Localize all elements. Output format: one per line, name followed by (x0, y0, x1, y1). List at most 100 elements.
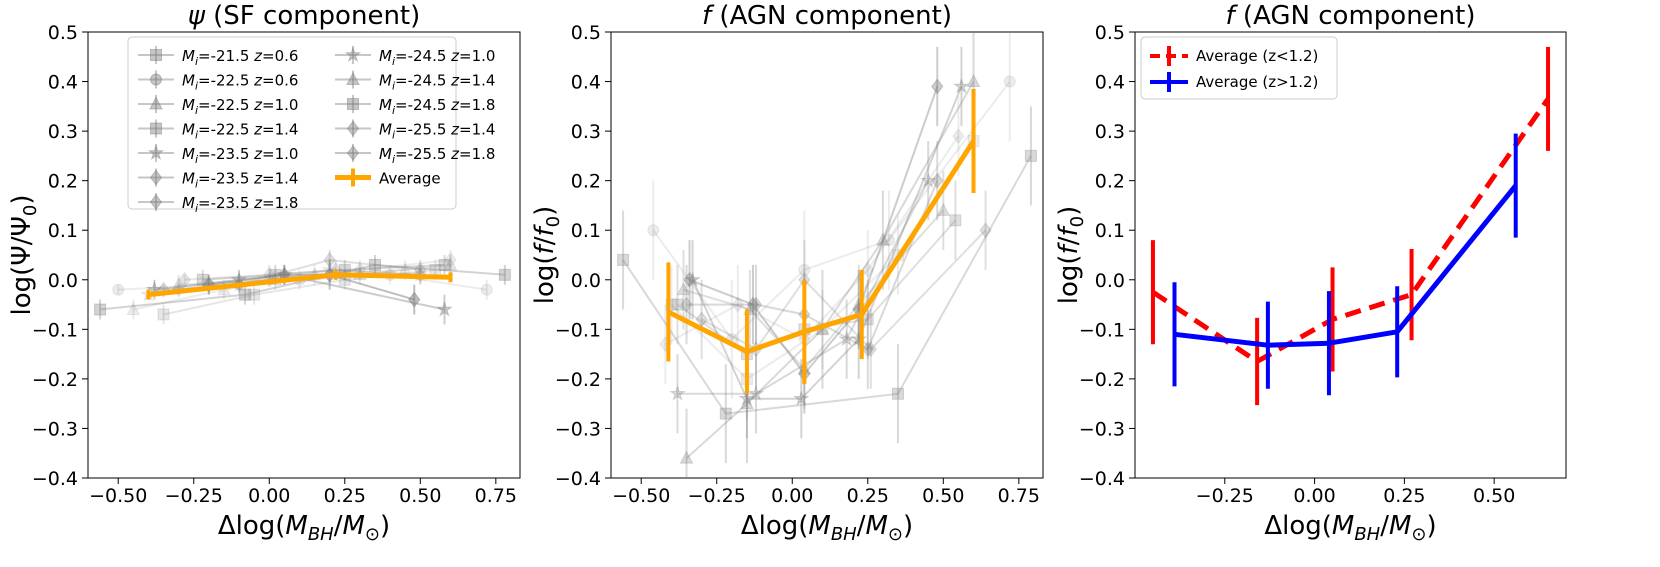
data-point (617, 253, 630, 266)
legend-mi-subscript: i (392, 129, 395, 142)
x-tick-label: −0.50 (89, 485, 147, 507)
legend-entry: Mi=-25.5 z=1.4 (335, 119, 495, 142)
legend-marker (346, 71, 360, 85)
data-point (850, 330, 868, 347)
legend-z-symbol: z (450, 47, 460, 65)
legend-z-symbol: z (253, 96, 263, 114)
data-point (683, 271, 696, 288)
legend-entry-label: Mi=-25.5 z=1.4 (379, 121, 495, 142)
series-line (685, 81, 975, 459)
chart-title: f (AGN component) (1226, 1, 1476, 31)
legend-mi-value: =-25.5 (395, 145, 451, 163)
legend-label: Average (z>1.2) (1196, 73, 1318, 91)
data-point (746, 296, 760, 313)
y-tick-label: −0.2 (1079, 369, 1125, 391)
legend-z-value: =1.4 (459, 121, 495, 139)
legend-mi-subscript: i (195, 153, 198, 166)
legend-entry: Mi=-25.5 z=1.8 (335, 144, 495, 166)
legend-entry-label: Mi=-22.5 z=0.6 (182, 72, 298, 93)
data-point (647, 224, 660, 237)
chart-title: ψ (SF component) (188, 1, 421, 31)
x-tick-label: 0.50 (922, 485, 964, 507)
legend-marker (149, 169, 163, 186)
data-point (936, 202, 951, 216)
y-tick-label: −0.2 (32, 369, 78, 391)
legend-z-symbol: z (450, 145, 460, 163)
legend-entry-label: Mi=-25.5 z=1.8 (379, 145, 495, 166)
data-point (684, 270, 701, 287)
legend-z-symbol: z (253, 145, 263, 163)
data-point (876, 232, 890, 246)
legend-z-value: =1.4 (262, 170, 298, 188)
data-point (882, 234, 895, 247)
legend-mi-symbol: M (182, 170, 195, 188)
y-tick-label: 0.2 (48, 171, 78, 193)
y-tick-label: 0.2 (571, 171, 601, 193)
legend-mi-symbol: M (182, 96, 195, 114)
legend-mi-symbol: M (379, 72, 392, 90)
legend-mi-subscript: i (195, 104, 198, 117)
data-point (368, 258, 381, 271)
ylabel-part: / (530, 236, 560, 245)
data-point (157, 308, 170, 321)
legend-mi-symbol: M (379, 145, 392, 163)
legend-entry-label: Mi=-24.5 z=1.4 (379, 72, 495, 93)
data-point (112, 283, 125, 296)
data-point (919, 171, 937, 188)
data-point (680, 296, 693, 313)
legend-mi-value: =-23.5 (198, 170, 254, 188)
ylabel-sub: 0 (1067, 216, 1088, 227)
legend-marker (346, 145, 360, 161)
ylabel-part: log( (1054, 254, 1084, 304)
x-tick-label: 0.75 (475, 485, 517, 507)
legend-z-value: =1.0 (459, 47, 495, 65)
legend-marker (344, 46, 362, 63)
data-point (731, 296, 745, 313)
series-mi-21-5-z-0-6 (617, 106, 1037, 464)
data-point (230, 271, 248, 287)
y-tick-label: −0.4 (555, 468, 601, 490)
series-average-z-1-2- (1150, 46, 1551, 406)
data-point (953, 77, 970, 94)
data-point (178, 271, 191, 288)
xlabel-part: M (285, 511, 307, 541)
chart-title-text: (AGN component) (711, 1, 952, 31)
data-point (792, 389, 810, 406)
series-mi-24-5-z-1-0 (684, 46, 970, 439)
data-point (671, 298, 684, 311)
legend-average-label: Average (379, 170, 441, 188)
x-tick-label: 0.00 (1293, 485, 1335, 507)
legend-mi-value: =-24.5 (395, 47, 451, 65)
x-axis-label: Δlog(MBH/M⊙) (1264, 511, 1436, 545)
legend-z-value: =1.8 (459, 96, 495, 114)
y-tick-label: 0.3 (1095, 121, 1125, 143)
x-tick-label: −0.25 (688, 485, 746, 507)
legend-mi-value: =-24.5 (395, 72, 451, 90)
y-tick-label: 0.4 (48, 72, 78, 94)
legend-mi-value: =-23.5 (198, 194, 254, 212)
series-line (664, 135, 960, 346)
legend-marker (150, 122, 162, 135)
data-point (498, 268, 511, 281)
data-point (239, 288, 252, 301)
x-tick-label: −0.25 (165, 485, 223, 507)
y-tick-label: 0.5 (571, 22, 601, 44)
legend-z-symbol: z (450, 96, 460, 114)
data-point (665, 298, 678, 311)
legend-mi-value: =-22.5 (198, 72, 254, 90)
x-tick-label: 0.00 (771, 485, 813, 507)
data-point (1024, 149, 1037, 162)
legend-z-value: =1.4 (262, 121, 298, 139)
legend-mi-subscript: i (195, 80, 198, 93)
x-tick-label: 0.25 (324, 485, 366, 507)
y-tick-label: −0.2 (555, 369, 601, 391)
series-line (691, 86, 963, 400)
ylabel-sub: 0 (20, 205, 41, 216)
y-tick-label: −0.3 (1079, 418, 1125, 440)
xlabel-part: ) (903, 511, 913, 541)
x-tick-label: 0.00 (248, 485, 290, 507)
legend-box (1140, 36, 1338, 100)
ylabel-part: ) (7, 194, 37, 204)
legend-mi-value: =-25.5 (395, 121, 451, 139)
legend-mi-symbol: M (182, 194, 195, 212)
